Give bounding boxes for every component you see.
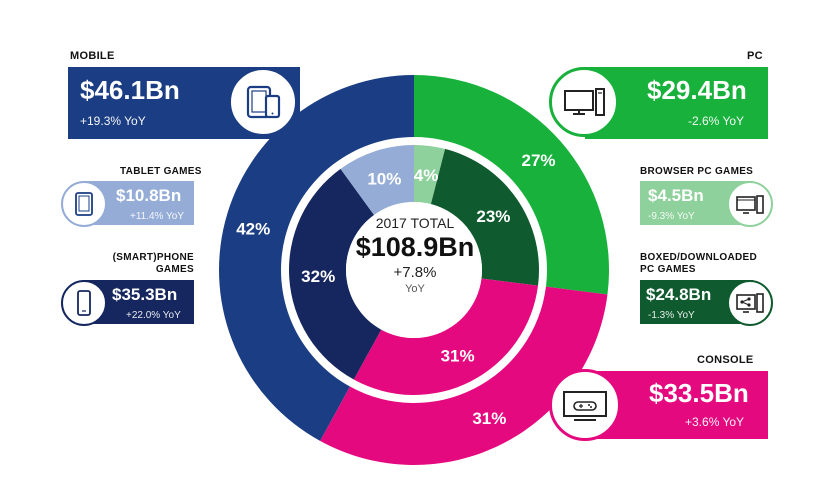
- outer-slice-2: [219, 75, 414, 441]
- boxed-value: $24.8Bn: [646, 285, 712, 304]
- download-pc-icon: [727, 280, 773, 326]
- desktop-pc-icon: [549, 67, 619, 137]
- inner-slice-1: [430, 148, 539, 286]
- smartphone-icon: [61, 280, 107, 326]
- browser-pc-icon: [727, 181, 773, 227]
- boxed-title-line1: BOXED/DOWNLOADED: [640, 252, 758, 263]
- inner-slice-2: [353, 278, 539, 395]
- pc-title: PC: [747, 50, 763, 62]
- phone-title: (SMART)PHONE GAMES: [106, 252, 194, 276]
- console-growth: +3.6% YoY: [685, 415, 745, 429]
- phone-value: $35.3Bn: [112, 285, 178, 304]
- tv-gamepad-icon: [549, 369, 621, 441]
- phone-growth: +22.0% YoY: [126, 310, 181, 321]
- inner-label-4: 10%: [367, 170, 401, 189]
- ring-labels: 27% 31% 42% 4% 23% 31% 32% 10%: [236, 151, 555, 428]
- inner-label-2: 31%: [441, 347, 475, 366]
- inner-label-0: 4%: [414, 166, 439, 185]
- tablet-title: TABLET GAMES: [120, 166, 202, 177]
- console-card: $33.5Bn +3.6% YoY: [585, 371, 768, 439]
- outer-label-2: 42%: [236, 220, 270, 239]
- mobile-title: MOBILE: [70, 50, 115, 62]
- browser-growth: -9.3% YoY: [648, 211, 695, 222]
- console-title: CONSOLE: [697, 354, 754, 366]
- inner-slice-0: [414, 145, 446, 205]
- phone-title-line2: GAMES: [155, 264, 194, 275]
- console-value: $33.5Bn: [649, 378, 749, 408]
- tablet-icon: [61, 181, 107, 227]
- tablet-growth: +11.4% YoY: [130, 211, 185, 222]
- pc-card: $29.4Bn -2.6% YoY: [585, 67, 768, 139]
- donut-hole: [346, 202, 482, 338]
- outer-ring: [219, 75, 609, 466]
- outer-label-0: 27%: [522, 151, 556, 170]
- outer-label-1: 31%: [472, 409, 506, 428]
- boxed-growth: -1.3% YoY: [648, 310, 695, 321]
- center-total: $108.9Bn: [355, 232, 475, 262]
- center-title: 2017 TOTAL: [375, 215, 455, 231]
- browser-value: $4.5Bn: [648, 186, 704, 205]
- outer-slice-0: [414, 75, 609, 295]
- inner-slice-3: [289, 168, 382, 380]
- center-growth: +7.8%: [393, 264, 437, 281]
- mobile-growth: +19.3% YoY: [80, 114, 146, 128]
- mobile-value: $46.1Bn: [80, 75, 180, 105]
- inner-label-1: 23%: [476, 207, 510, 226]
- phone-title-line1: (SMART)PHONE: [112, 252, 194, 263]
- pc-growth: -2.6% YoY: [688, 114, 745, 128]
- boxed-title: BOXED/DOWNLOADED PC GAMES: [640, 252, 757, 276]
- boxed-title-line2: PC GAMES: [640, 264, 696, 275]
- center-growth-unit: YoY: [405, 283, 425, 295]
- inner-label-3: 32%: [301, 267, 335, 286]
- tablet-phone-icon: [228, 67, 298, 137]
- browser-title: BROWSER PC GAMES: [640, 166, 754, 177]
- inner-slice-4: [340, 145, 414, 215]
- tablet-value: $10.8Bn: [116, 186, 182, 205]
- inner-ring: [289, 145, 539, 395]
- outer-slice-1: [320, 286, 608, 466]
- pc-value: $29.4Bn: [647, 75, 747, 105]
